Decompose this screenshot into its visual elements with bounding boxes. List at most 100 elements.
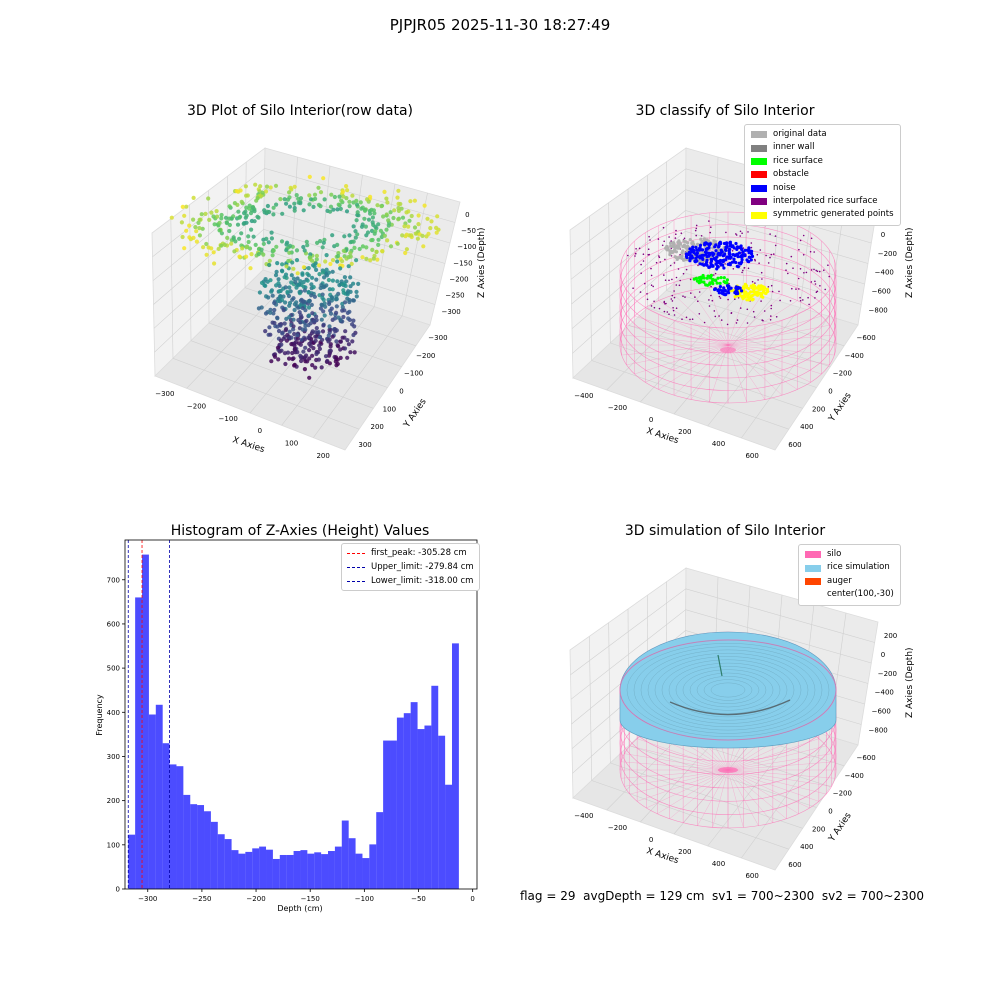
legend-label: rice surface bbox=[773, 155, 823, 166]
data-point bbox=[287, 300, 293, 306]
data-point bbox=[355, 210, 360, 215]
x-tick-label: 0 bbox=[470, 895, 474, 903]
p2-xlabel: X Axies bbox=[645, 426, 680, 446]
data-point bbox=[340, 308, 345, 313]
data-point bbox=[388, 244, 394, 249]
classified-point bbox=[709, 276, 713, 280]
histogram-bar bbox=[266, 849, 273, 889]
y-tick-label: 200 bbox=[107, 797, 120, 805]
data-point bbox=[306, 313, 312, 318]
data-point bbox=[295, 271, 300, 276]
data-point bbox=[299, 297, 304, 302]
silo-center-marker bbox=[718, 767, 738, 773]
classified-point bbox=[734, 241, 738, 246]
histogram-bar bbox=[135, 597, 143, 889]
data-point bbox=[257, 290, 262, 295]
classified-point bbox=[730, 260, 735, 264]
interpolated-point bbox=[632, 287, 634, 289]
interpolated-point bbox=[751, 280, 754, 283]
classified-point bbox=[698, 243, 703, 247]
data-point bbox=[435, 214, 440, 219]
histogram-bar bbox=[376, 812, 384, 889]
y-tick-label: 0 bbox=[399, 388, 403, 396]
rice-cavity-shade bbox=[669, 699, 791, 716]
data-point bbox=[334, 339, 339, 344]
interpolated-point bbox=[799, 239, 802, 242]
data-point bbox=[412, 198, 417, 203]
legend-swatch bbox=[751, 144, 767, 152]
simulation-surface-3d-plot: −400 −200 0 200 400 600 −600 −400 −200 0 200 400 600… bbox=[569, 567, 915, 880]
interpolated-point bbox=[710, 294, 712, 297]
data-point bbox=[305, 359, 310, 364]
histogram-bar bbox=[445, 784, 452, 889]
p4-zlabel: Z Axies (Depth) bbox=[905, 647, 915, 718]
data-point bbox=[302, 355, 308, 360]
data-point bbox=[270, 293, 275, 298]
data-point bbox=[217, 228, 222, 233]
histogram-chart: −300 −250 −200 −150 −100 −50 0 0 100 200 300 400 500… bbox=[95, 539, 478, 913]
interpolated-point bbox=[709, 231, 711, 234]
classified-point bbox=[733, 295, 737, 299]
interpolated-point bbox=[757, 279, 759, 281]
data-point bbox=[236, 209, 241, 214]
interpolated-point bbox=[673, 262, 676, 264]
legend-label: rice simulation bbox=[827, 562, 890, 573]
interpolated-point bbox=[797, 277, 800, 280]
silo-floor-line bbox=[621, 769, 729, 779]
data-point bbox=[311, 204, 316, 209]
legend-line bbox=[347, 580, 365, 582]
data-point bbox=[409, 233, 414, 238]
data-point bbox=[371, 256, 376, 261]
data-point bbox=[275, 324, 280, 329]
data-point bbox=[330, 334, 335, 339]
data-point bbox=[368, 211, 373, 216]
interpolated-point bbox=[754, 258, 756, 261]
data-point bbox=[266, 240, 271, 245]
interpolated-point bbox=[805, 271, 808, 274]
data-point bbox=[384, 212, 389, 217]
data-point bbox=[225, 235, 230, 240]
y-tick-label: 500 bbox=[107, 665, 120, 673]
classified-point bbox=[742, 294, 746, 298]
data-point bbox=[334, 304, 339, 309]
data-point bbox=[283, 272, 289, 277]
data-point bbox=[328, 204, 334, 209]
interpolated-point bbox=[739, 307, 742, 309]
data-point bbox=[244, 245, 249, 250]
data-point bbox=[351, 332, 356, 338]
interpolated-point bbox=[679, 279, 681, 282]
interpolated-point bbox=[653, 300, 655, 303]
data-point bbox=[341, 314, 346, 320]
data-point bbox=[338, 317, 343, 322]
silo-floor-line bbox=[629, 745, 729, 771]
data-point bbox=[295, 350, 300, 355]
z-tick-label: 0 bbox=[465, 211, 469, 219]
data-point bbox=[291, 327, 296, 332]
interpolated-point bbox=[774, 235, 777, 237]
classified-point bbox=[671, 244, 675, 248]
interpolated-point bbox=[646, 298, 649, 301]
legend-line bbox=[347, 552, 365, 554]
data-point bbox=[421, 244, 426, 249]
data-point bbox=[212, 222, 217, 227]
data-point bbox=[366, 217, 372, 222]
classified-point bbox=[701, 273, 705, 278]
interpolated-point bbox=[657, 238, 660, 240]
silo-floor-line bbox=[634, 315, 729, 346]
interpolated-point bbox=[685, 268, 688, 271]
data-point bbox=[255, 196, 260, 201]
classified-point bbox=[727, 251, 731, 255]
data-point bbox=[348, 350, 353, 355]
data-point bbox=[300, 327, 305, 332]
interpolated-point bbox=[718, 295, 721, 298]
data-point bbox=[365, 230, 371, 235]
interpolated-point bbox=[666, 311, 669, 313]
data-point bbox=[300, 272, 305, 277]
x-tick-label: −300 bbox=[155, 390, 174, 398]
data-point bbox=[227, 228, 232, 234]
classified-point bbox=[747, 255, 751, 259]
silo-floor-line bbox=[690, 290, 729, 346]
data-point bbox=[276, 328, 282, 334]
data-point bbox=[374, 249, 379, 255]
interpolated-point bbox=[689, 318, 691, 321]
